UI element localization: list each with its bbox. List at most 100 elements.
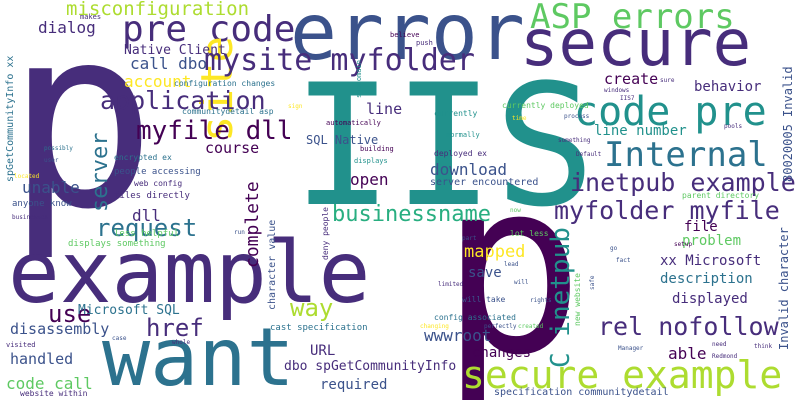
- word: save: [468, 265, 502, 281]
- word: description: [660, 271, 753, 287]
- word: Native Client: [124, 43, 226, 58]
- word: currently: [434, 109, 478, 118]
- word: line number: [594, 123, 687, 139]
- word: configuration changes: [174, 79, 276, 88]
- word: created: [518, 323, 544, 330]
- word: ASP errors: [530, 0, 735, 37]
- word: new website: [573, 273, 582, 326]
- word: case: [112, 335, 127, 342]
- word: displayed: [672, 291, 748, 307]
- word: open: [350, 170, 389, 189]
- word: people accessing: [114, 167, 201, 177]
- word: building: [360, 145, 394, 153]
- word: rel nofollow: [598, 312, 779, 341]
- word: anyone know: [12, 199, 72, 209]
- word: download: [430, 160, 508, 179]
- word: changing: [420, 323, 449, 330]
- word: Internal: [604, 135, 768, 175]
- word: course: [205, 139, 260, 157]
- word: push: [416, 39, 433, 47]
- word: IIS: [292, 48, 596, 244]
- word: website within: [20, 389, 88, 398]
- word: encrypted ex: [114, 153, 172, 162]
- word: complete: [242, 181, 263, 268]
- word: href: [146, 314, 204, 342]
- word: line: [366, 100, 403, 118]
- word: wwwroot: [424, 326, 492, 345]
- word: spGetCommunityInfo xx: [5, 55, 16, 182]
- word: limited: [438, 281, 464, 288]
- word: will take: [462, 295, 506, 304]
- word: misconfiguration: [66, 0, 250, 20]
- word: behavior: [694, 79, 762, 95]
- word: businesses: [12, 214, 49, 221]
- word: code pre: [574, 89, 767, 135]
- word: perfectly: [484, 323, 517, 330]
- word: able: [668, 344, 707, 363]
- word: xx Microsoft: [660, 253, 762, 269]
- word: server encountered: [430, 177, 539, 188]
- word: config associated: [434, 313, 516, 322]
- word: SQL Native: [306, 133, 379, 147]
- word: mapped: [464, 242, 526, 262]
- word: setup: [674, 241, 693, 248]
- word: pools: [724, 123, 743, 130]
- word: automatically: [326, 119, 381, 127]
- word: 80020005 Invalid: [781, 66, 795, 182]
- word: web config: [134, 179, 183, 188]
- word: need: [712, 341, 727, 348]
- word: inetpub example: [570, 168, 796, 197]
- word: myfile dll: [136, 116, 293, 146]
- word: want: [102, 311, 295, 400]
- word: pre code: [122, 9, 296, 50]
- word: handled: [10, 350, 74, 368]
- word: files directly: [114, 191, 190, 201]
- word: dbo spGetCommunityInfo: [284, 359, 457, 374]
- word: IIS7: [620, 95, 635, 102]
- word: unable: [22, 178, 80, 197]
- word: located: [14, 173, 40, 180]
- word: secure: [520, 7, 752, 81]
- word: file: [684, 219, 718, 235]
- word: error: [290, 0, 525, 78]
- word: p: [6, 0, 157, 264]
- word: deny people: [321, 207, 330, 260]
- word: account: [124, 72, 192, 91]
- word: dll: [132, 206, 161, 225]
- word: use: [48, 300, 92, 328]
- word: Manager: [618, 345, 644, 352]
- word: parent directory: [682, 191, 760, 200]
- word: secure example: [462, 353, 783, 397]
- word: call dbo: [130, 54, 208, 73]
- word: rights: [530, 297, 552, 304]
- word: way: [290, 294, 334, 322]
- word: Invalid character: [777, 227, 791, 350]
- word: disassembly: [10, 320, 110, 338]
- word: Default: [576, 151, 602, 158]
- word: something: [558, 137, 591, 144]
- word: subdomain: [355, 60, 363, 98]
- word: problem: [682, 233, 742, 249]
- word: believe: [390, 31, 420, 39]
- word: changes: [472, 345, 532, 361]
- word: run: [234, 229, 245, 236]
- word: makes: [80, 13, 102, 21]
- word: deployed ex: [434, 149, 487, 158]
- word: create: [604, 70, 659, 88]
- word: communitydetail asp: [182, 107, 274, 116]
- word: possibly: [44, 145, 73, 152]
- word: user: [44, 157, 59, 164]
- word: normally: [446, 131, 480, 139]
- word: windows: [604, 87, 630, 94]
- word: sign: [288, 103, 303, 110]
- word: mysite myfolder: [204, 43, 475, 78]
- word: displays: [354, 157, 388, 165]
- word: less helpful: [114, 229, 180, 239]
- word: example: [8, 223, 371, 323]
- word: think: [754, 343, 773, 350]
- word: server: [88, 132, 113, 212]
- word: request: [96, 214, 198, 242]
- word: whole: [172, 339, 191, 346]
- word: application: [100, 86, 266, 115]
